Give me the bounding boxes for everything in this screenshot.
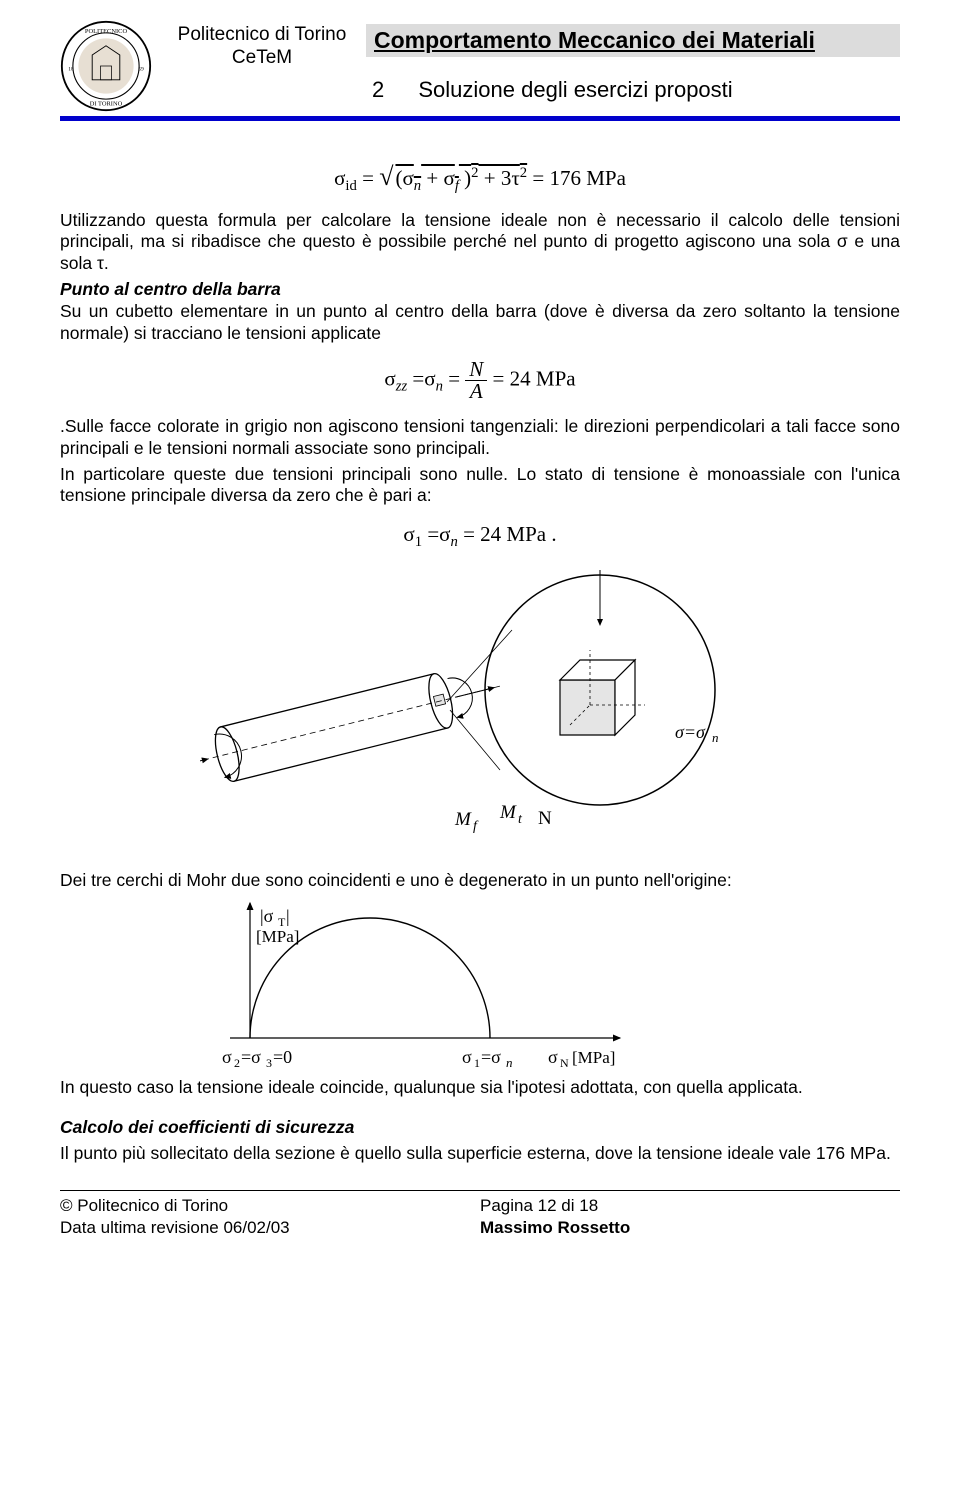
- mohr-diagram: |σ T | [MPa] σ 2 =σ 3 =0 σ 1 =σ n σ N [M…: [190, 898, 710, 1073]
- eq3-unit: MPa .: [506, 522, 556, 546]
- svg-text:σ: σ: [462, 1047, 472, 1067]
- paragraph-ideal-coincide: In questo caso la tensione ideale coinci…: [60, 1077, 900, 1099]
- svg-text:18: 18: [68, 67, 74, 73]
- paragraph-faces: .Sulle facce colorate in grigio non agis…: [60, 416, 900, 460]
- svg-text:M: M: [454, 809, 472, 830]
- svg-text:|σ: |σ: [260, 906, 274, 926]
- svg-text:σ: σ: [548, 1047, 558, 1067]
- chapter-number: 2: [372, 77, 384, 102]
- svg-text:N: N: [538, 808, 552, 829]
- page-footer: © Politecnico di Torino Data ultima revi…: [60, 1190, 900, 1238]
- svg-text:|: |: [286, 906, 290, 926]
- svg-text:N: N: [560, 1056, 569, 1070]
- section1-body: Su un cubetto elementare in un punto al …: [60, 301, 900, 343]
- svg-text:=σ: =σ: [481, 1047, 501, 1067]
- section-centro-barra: Punto al centro della barra Su un cubett…: [60, 279, 900, 345]
- section1-title: Punto al centro della barra: [60, 279, 281, 299]
- eq3-value: 24: [480, 522, 501, 546]
- chapter-title: Soluzione degli esercizi proposti: [418, 77, 732, 102]
- equation-sigma1: σ1 =σn = 24 MPa .: [60, 521, 900, 552]
- svg-text:[MPa]: [MPa]: [572, 1048, 615, 1067]
- equation-sigma-id: σid = √(σn + σf )2 + 3τ2 = 176 MPa: [60, 161, 900, 196]
- svg-text:=0: =0: [273, 1047, 292, 1067]
- svg-text:M: M: [499, 802, 517, 823]
- course-title: Comportamento Meccanico dei Materiali: [366, 24, 900, 57]
- svg-text:f: f: [473, 819, 479, 834]
- cylinder-cube-diagram: σ=σ n M f M t N: [200, 570, 760, 860]
- footer-author: Massimo Rossetto: [480, 1217, 900, 1238]
- footer-revision: Data ultima revisione 06/02/03: [60, 1217, 480, 1238]
- svg-text:DI TORINO: DI TORINO: [90, 101, 123, 108]
- footer-page: Pagina 12 di 18: [480, 1195, 900, 1216]
- svg-text:3: 3: [266, 1056, 272, 1070]
- university-name: Politecnico di Torino: [162, 24, 362, 47]
- eq1-value: 176: [549, 166, 581, 190]
- svg-text:n: n: [506, 1055, 513, 1070]
- footer-copyright: © Politecnico di Torino: [60, 1195, 480, 1216]
- eq1-unit: MPa: [586, 166, 626, 190]
- svg-text:σ: σ: [222, 1047, 232, 1067]
- paragraph-monoaxial: In particolare queste due tensioni princ…: [60, 464, 900, 508]
- eq2-unit: MPa: [536, 366, 576, 390]
- eq2-value: 24: [510, 366, 531, 390]
- svg-text:n: n: [712, 730, 719, 745]
- svg-text:59: 59: [138, 67, 144, 73]
- section-safety-title-block: Calcolo dei coefficienti di sicurezza: [60, 1117, 900, 1139]
- university-seal: POLITECNICO DI TORINO 18 59: [60, 20, 152, 112]
- svg-text:σ=σ: σ=σ: [675, 722, 706, 742]
- paragraph-mohr-intro: Dei tre cerchi di Mohr due sono coincide…: [60, 870, 900, 892]
- svg-text:t: t: [518, 812, 523, 827]
- dept-name: CeTeM: [162, 47, 362, 70]
- svg-text:[MPa]: [MPa]: [256, 927, 299, 946]
- svg-text:=σ: =σ: [241, 1047, 261, 1067]
- university-block: Politecnico di Torino CeTeM: [162, 24, 362, 70]
- chapter-line: 2 Soluzione degli esercizi proposti: [162, 76, 900, 104]
- svg-text:1: 1: [474, 1056, 480, 1070]
- svg-text:POLITECNICO: POLITECNICO: [85, 28, 128, 35]
- paragraph-intro: Utilizzando questa formula per calcolare…: [60, 210, 900, 276]
- paragraph-safety: Il punto più sollecitato della sezione è…: [60, 1143, 900, 1165]
- header-rule: [60, 116, 900, 121]
- equation-sigma-zz: σzz =σn = N A = 24 MPa: [60, 359, 900, 402]
- section2-title: Calcolo dei coefficienti di sicurezza: [60, 1117, 354, 1137]
- page-header: POLITECNICO DI TORINO 18 59 Politecnico …: [60, 20, 900, 112]
- svg-text:2: 2: [234, 1056, 240, 1070]
